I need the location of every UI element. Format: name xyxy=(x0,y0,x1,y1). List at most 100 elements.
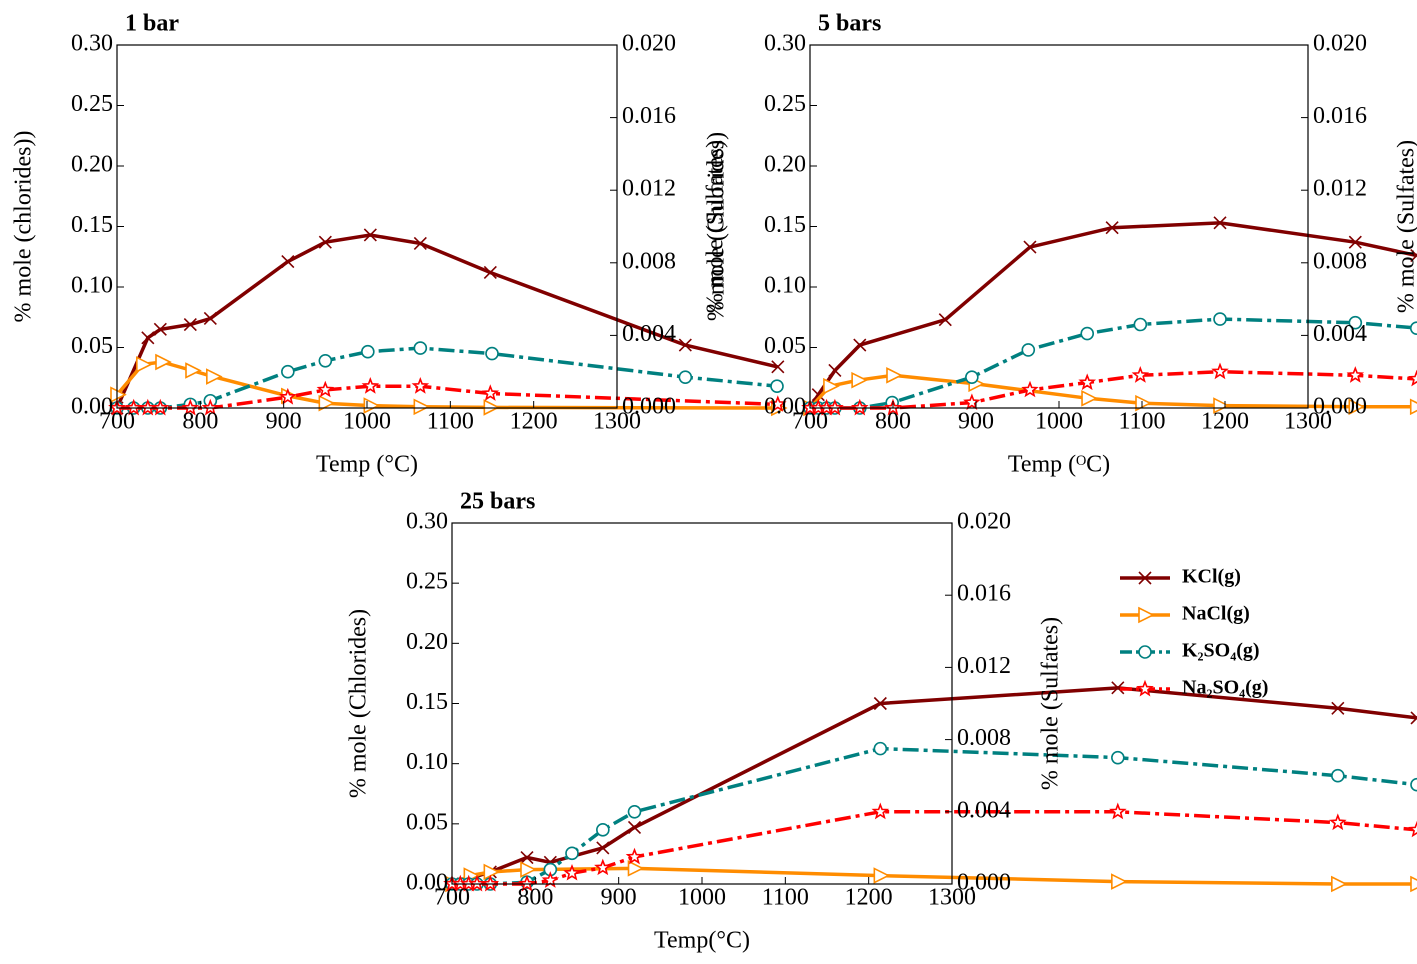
marker xyxy=(1111,750,1125,765)
panel xyxy=(443,681,1417,893)
marker xyxy=(518,874,536,892)
marker xyxy=(873,867,891,884)
x-tick-label: 1000 xyxy=(343,409,391,435)
y-axis-label: % mole (Chlorides) xyxy=(704,132,730,321)
x-tick-label: 800 xyxy=(517,885,553,911)
marker xyxy=(155,353,172,371)
marker xyxy=(873,696,887,711)
y-tick-label: 0.30 xyxy=(764,31,806,57)
panel-title: 1 bar xyxy=(125,11,179,37)
marker xyxy=(318,235,332,249)
marker xyxy=(485,346,499,361)
y2-tick-label: 0.012 xyxy=(957,653,1011,679)
marker xyxy=(1331,768,1345,783)
marker xyxy=(281,364,295,379)
marker xyxy=(481,874,500,892)
marker xyxy=(1408,820,1417,838)
marker xyxy=(520,861,537,878)
marker xyxy=(185,362,202,379)
y2-tick-label: 0.000 xyxy=(622,394,676,420)
panel-title: 25 bars xyxy=(460,489,535,515)
marker xyxy=(769,395,787,412)
marker xyxy=(1213,397,1230,414)
x-tick-label: 700 xyxy=(99,409,135,435)
marker xyxy=(136,356,153,373)
marker xyxy=(625,847,644,865)
x-tick-label: 1000 xyxy=(678,885,726,911)
marker xyxy=(1133,317,1148,332)
y-tick-label: 0.10 xyxy=(764,273,806,299)
marker xyxy=(124,398,143,416)
marker xyxy=(851,371,868,389)
marker xyxy=(1331,701,1345,715)
x-tick-label: 1200 xyxy=(1201,409,1249,435)
y-tick-label: 0.05 xyxy=(71,333,113,359)
y-tick-label: 0.25 xyxy=(764,91,806,117)
x-tick-label: 900 xyxy=(958,409,994,435)
y2-axis-label: % mole (Sulfates) xyxy=(1038,617,1064,790)
x-tick-label: 1000 xyxy=(1035,409,1083,435)
y-tick-label: 0.00 xyxy=(71,394,113,420)
marker xyxy=(361,344,375,359)
legend-marker xyxy=(1136,679,1154,697)
marker xyxy=(363,228,377,242)
marker xyxy=(203,311,217,326)
marker xyxy=(520,850,534,865)
marker xyxy=(316,380,335,398)
y-tick-label: 0.15 xyxy=(71,212,113,238)
marker xyxy=(963,393,981,410)
marker xyxy=(771,360,785,374)
y2-axis-label: % mole (Sulfates) xyxy=(1394,140,1417,313)
marker xyxy=(183,317,197,332)
marker xyxy=(1410,711,1417,725)
marker xyxy=(1348,398,1366,416)
marker xyxy=(1021,380,1039,398)
y-tick-label: 0.10 xyxy=(406,749,448,775)
x-tick-label: 900 xyxy=(601,885,637,911)
marker xyxy=(1105,221,1119,235)
legend-label: KCl(g) xyxy=(1182,566,1241,588)
marker xyxy=(1348,315,1363,330)
panel xyxy=(108,228,788,417)
y-tick-label: 0.20 xyxy=(764,152,806,178)
marker xyxy=(678,338,692,352)
y2-tick-label: 0.000 xyxy=(1313,394,1367,420)
marker xyxy=(413,398,431,416)
marker xyxy=(1023,240,1037,254)
marker xyxy=(181,398,200,416)
x-tick-label: 800 xyxy=(875,409,911,435)
marker xyxy=(318,354,333,368)
legend-marker xyxy=(1138,571,1152,585)
marker xyxy=(563,864,581,881)
marker xyxy=(151,398,170,416)
y-tick-label: 0.00 xyxy=(406,870,448,896)
marker xyxy=(828,363,842,378)
marker xyxy=(1408,369,1417,387)
marker xyxy=(1078,373,1097,391)
marker xyxy=(1410,875,1417,893)
marker xyxy=(363,397,381,414)
legend-marker xyxy=(1138,606,1155,624)
marker xyxy=(565,846,579,861)
legend-label: K₂SO₄(g) xyxy=(1182,640,1260,662)
y2-tick-label: 0.008 xyxy=(622,248,676,274)
series-line xyxy=(452,746,1417,886)
marker xyxy=(1331,875,1348,893)
x-tick-label: 1100 xyxy=(762,885,809,911)
y2-tick-label: 0.000 xyxy=(957,870,1011,896)
y2-axis-label: % mole (Sulfates) xyxy=(703,140,729,313)
marker xyxy=(886,367,903,384)
y-tick-label: 0.30 xyxy=(406,509,448,535)
y-tick-label: 0.20 xyxy=(406,629,448,655)
y-axis-label: % mole (Chlorides) xyxy=(346,609,372,798)
marker xyxy=(627,820,642,835)
marker xyxy=(318,394,336,412)
x-tick-label: 800 xyxy=(182,409,218,435)
legend-marker xyxy=(1138,645,1152,659)
marker xyxy=(627,804,642,819)
panel xyxy=(801,216,1417,417)
marker xyxy=(1348,235,1362,249)
marker xyxy=(965,370,979,384)
y-tick-label: 0.15 xyxy=(764,212,806,238)
x-axis-label: Temp (ᴼC) xyxy=(1008,452,1110,478)
